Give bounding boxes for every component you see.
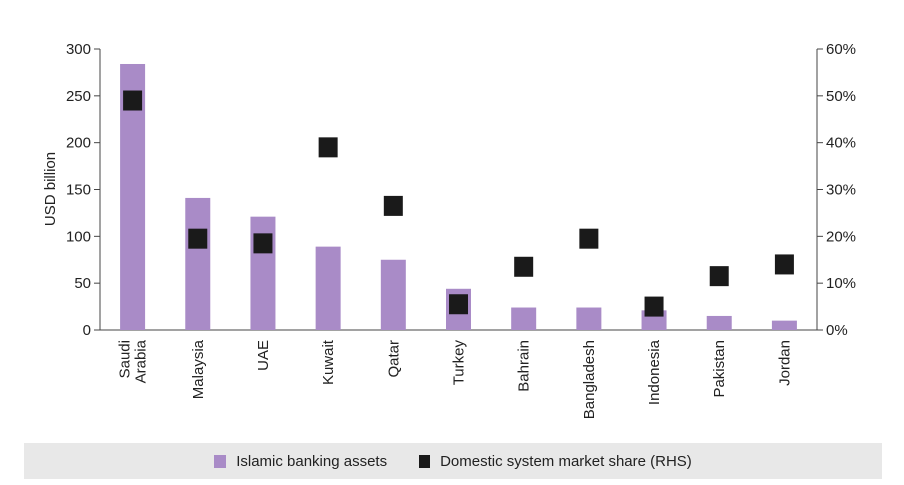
bar-qatar [380,259,406,330]
marker-pakistan [709,266,729,287]
x-category-label: Jordan [776,340,793,386]
y-tick-label-left: 0 [83,322,91,339]
legend-item-marker: Domestic system market share (RHS) [419,453,692,470]
y-tick-label-right: 10% [826,275,856,292]
legend-label-marker: Domestic system market share (RHS) [440,452,692,470]
x-category-label: Arabia [133,339,150,383]
legend-label-bar: Islamic banking assets [236,452,388,470]
x-category-label: Saudi [117,340,134,378]
y-tick-label-left: 150 [66,182,91,199]
x-category-label: Bahrain [516,340,533,392]
marker-saudi-arabia [123,90,143,111]
y-tick-label-left: 100 [66,228,91,245]
marker-turkey [449,294,468,315]
x-category-label: Kuwait [320,339,337,385]
marker-bangladesh [579,228,599,249]
y-tick-label-right: 40% [826,135,856,152]
legend: Islamic banking assets Domestic system m… [24,443,882,479]
x-category-label: Bangladesh [581,340,598,419]
marker-malaysia [188,228,208,249]
legend-swatch-bar [214,454,227,468]
bar-pakistan [706,315,732,330]
x-category-label: Indonesia [646,339,663,405]
y-axis-title: USD billion [42,152,59,226]
marker-qatar [383,195,403,216]
labels-layer: 0 50 100 150 200 250 300 0% 10% 20% 30% 40% 50% 60% Sa… [66,41,856,419]
x-category-label: Pakistan [711,340,728,398]
marker-jordan [774,254,794,275]
bar-kuwait [315,246,341,330]
y-tick-label-left: 200 [66,135,91,152]
y-tick-label-right: 30% [826,182,856,199]
legend-item-bar: Islamic banking assets [214,453,387,470]
bar-malaysia [185,197,211,330]
x-category-label: UAE [255,340,272,371]
y-tick-label-left: 250 [66,88,91,105]
bar-bangladesh [576,307,602,330]
marker-indonesia [644,296,664,317]
markers-layer [123,90,794,317]
y-tick-label-right: 60% [826,41,856,58]
marker-uae [253,233,273,254]
x-category-label: Malaysia [190,339,207,399]
legend-swatch-marker [419,454,431,468]
y-tick-label-right: 0% [826,322,848,339]
y-tick-label-right: 20% [826,228,856,245]
bars-layer [120,63,797,331]
marker-kuwait [318,137,338,158]
y-tick-label-left: 300 [66,41,91,58]
y-tick-label-left: 50 [74,275,91,292]
bar-jordan [771,320,797,330]
marker-bahrain [514,256,534,277]
y-tick-label-right: 50% [826,88,856,105]
x-category-label: Turkey [451,340,468,386]
bar-bahrain [511,307,537,330]
x-category-label: Qatar [385,340,402,378]
